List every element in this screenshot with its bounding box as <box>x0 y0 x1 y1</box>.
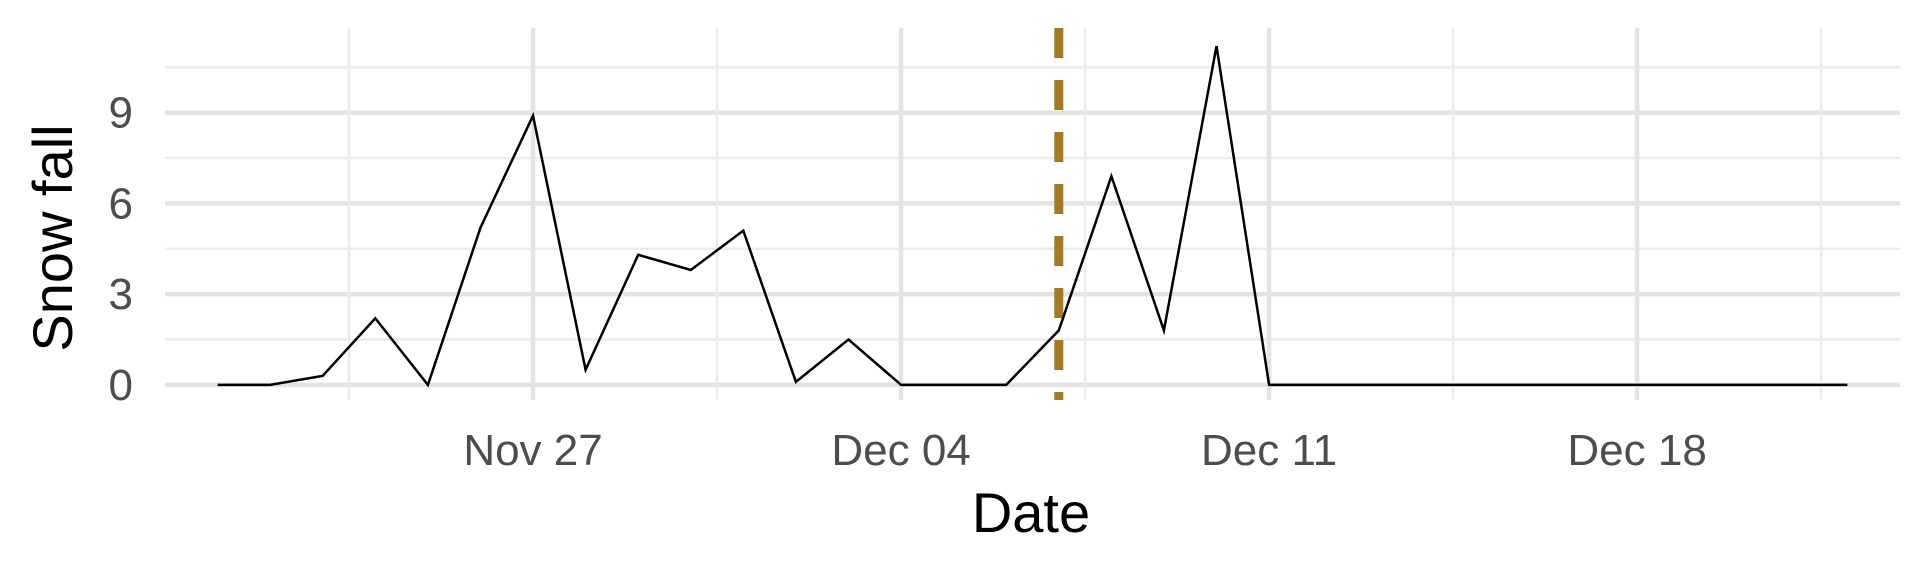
y-tick-label: 6 <box>109 179 133 228</box>
y-axis-title: Snow fall <box>21 124 84 351</box>
series-group <box>217 45 1848 388</box>
x-tick-label: Dec 11 <box>1201 426 1337 475</box>
x-tick-label: Nov 27 <box>463 426 602 475</box>
snowfall-series-line <box>217 45 1848 388</box>
y-tick-labels: 0 3 6 9 <box>109 89 133 410</box>
x-tick-labels: Nov 27 Dec 04 Dec 11 Dec 18 <box>463 426 1707 475</box>
y-tick-label: 9 <box>109 89 133 138</box>
y-tick-label: 0 <box>109 361 133 410</box>
gridlines <box>165 28 1900 400</box>
x-tick-label: Dec 04 <box>831 426 970 475</box>
x-tick-label: Dec 18 <box>1567 426 1706 475</box>
x-axis-title: Date <box>972 481 1090 544</box>
y-tick-label: 3 <box>109 270 133 319</box>
